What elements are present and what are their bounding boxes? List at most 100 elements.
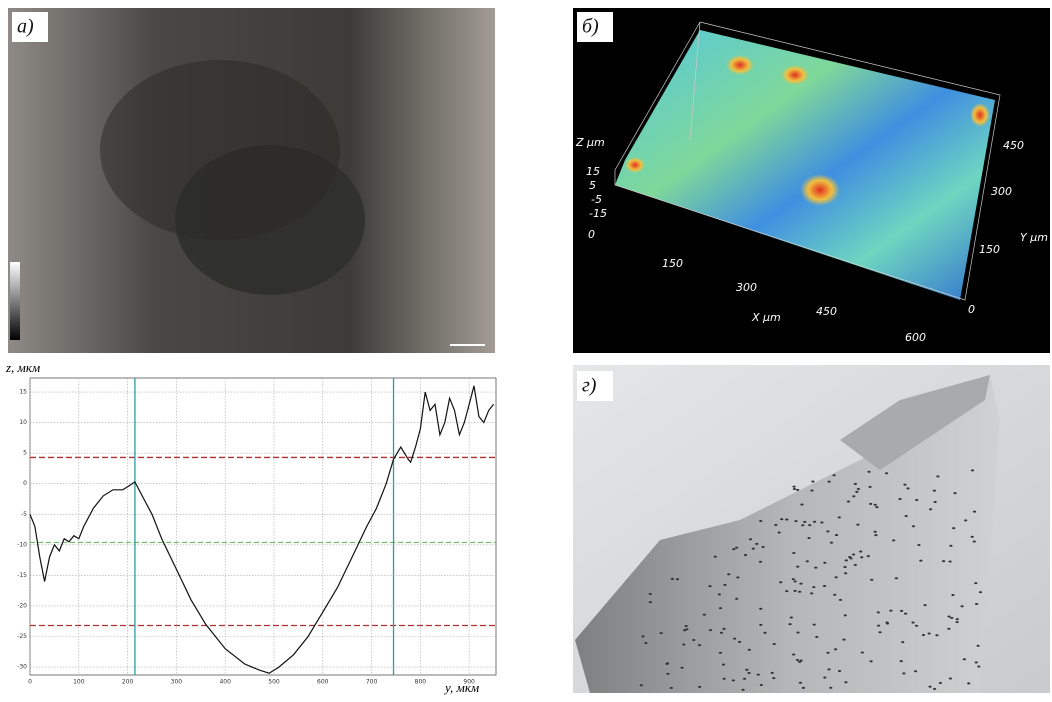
dimple xyxy=(774,524,777,526)
dimple xyxy=(812,586,815,588)
y-tick: 300 xyxy=(991,185,1012,198)
panel-d: г) xyxy=(573,365,1050,693)
dimple xyxy=(856,524,859,526)
dimple xyxy=(874,504,877,506)
dimple xyxy=(649,593,652,595)
dimple xyxy=(830,542,833,544)
dimple xyxy=(829,687,832,689)
dimple xyxy=(854,564,857,566)
dimple xyxy=(785,590,788,592)
x-tick-label: 800 xyxy=(415,679,427,686)
dimple xyxy=(792,486,795,488)
x-tick: 300 xyxy=(736,281,757,294)
dimple xyxy=(796,566,799,568)
panel-a: а) xyxy=(8,8,495,353)
dimple xyxy=(827,668,830,670)
z-tick: -5 xyxy=(591,193,602,206)
dimple xyxy=(963,658,966,660)
dimple xyxy=(685,628,688,630)
dimple xyxy=(936,475,939,477)
dimple xyxy=(670,687,673,689)
dimple xyxy=(885,472,888,474)
y-tick-label: 10 xyxy=(19,419,27,426)
x-tick-label: 100 xyxy=(73,679,85,686)
dimple xyxy=(835,534,838,536)
y-tick-label: 5 xyxy=(23,450,27,457)
dimple xyxy=(967,682,970,684)
dimple xyxy=(749,538,752,540)
y-tick: 450 xyxy=(1003,139,1024,152)
dimple xyxy=(867,471,870,473)
dimple xyxy=(869,486,872,488)
dimple xyxy=(735,547,738,549)
dimple xyxy=(722,628,725,630)
dimple xyxy=(877,611,880,613)
dimple xyxy=(803,521,806,523)
z-tick: -15 xyxy=(589,207,607,220)
y-tick-label: -30 xyxy=(17,664,27,671)
dimple xyxy=(947,615,950,617)
dimple xyxy=(714,556,717,558)
dimple xyxy=(801,524,804,526)
x-tick-label: 300 xyxy=(171,679,183,686)
dimple xyxy=(811,480,814,482)
dimple xyxy=(971,469,974,471)
dimple xyxy=(922,634,925,636)
x-tick-label: 400 xyxy=(219,679,231,686)
z-tick: 0 xyxy=(588,228,595,241)
y-tick-label: -25 xyxy=(17,633,27,640)
dimple xyxy=(956,618,959,620)
dimple xyxy=(806,560,809,562)
dimple xyxy=(785,518,788,520)
x-tick-label: 700 xyxy=(366,679,378,686)
dimple xyxy=(928,686,931,688)
y-axis-label: z, мкм xyxy=(5,360,40,375)
peak xyxy=(726,55,754,75)
dimple xyxy=(788,623,791,625)
dimple xyxy=(641,635,644,637)
dimple xyxy=(977,666,980,668)
dimple xyxy=(823,585,826,587)
dimple xyxy=(975,603,978,605)
dimple xyxy=(794,580,797,582)
dimple xyxy=(823,562,826,564)
dimple xyxy=(745,669,748,671)
dimple xyxy=(723,584,726,586)
dimple xyxy=(727,573,730,575)
dimple xyxy=(779,581,782,583)
dimple xyxy=(901,641,904,643)
dimple xyxy=(939,682,942,684)
y-axis-label: Y µm xyxy=(1020,231,1048,244)
x-tick-label: 200 xyxy=(122,679,134,686)
dimple xyxy=(793,590,796,592)
dimple xyxy=(660,632,663,634)
dimple xyxy=(649,601,652,603)
dark-area xyxy=(100,60,340,240)
dimple xyxy=(752,548,755,550)
panel-label: а) xyxy=(17,16,34,38)
dimple xyxy=(950,617,953,619)
dimple xyxy=(895,577,898,579)
dimple xyxy=(949,545,952,547)
dimple xyxy=(823,676,826,678)
x-tick-label: 900 xyxy=(463,679,475,686)
dimple xyxy=(919,560,922,562)
z-tick: 5 xyxy=(589,179,596,192)
dimple xyxy=(975,661,978,663)
dimple xyxy=(904,613,907,615)
dimple xyxy=(796,632,799,634)
x-axis-label: X µm xyxy=(751,311,781,324)
dimple xyxy=(875,506,878,508)
dimple xyxy=(874,531,877,533)
dimple xyxy=(843,566,846,568)
dimple xyxy=(732,679,735,681)
x-tick: 600 xyxy=(905,331,926,344)
dimple xyxy=(951,594,954,596)
dimple xyxy=(743,678,746,680)
dimple xyxy=(933,688,936,690)
dimple xyxy=(838,670,841,672)
dimple xyxy=(949,678,952,680)
dimple xyxy=(839,599,842,601)
dimple xyxy=(934,501,937,503)
dimple xyxy=(799,583,802,585)
